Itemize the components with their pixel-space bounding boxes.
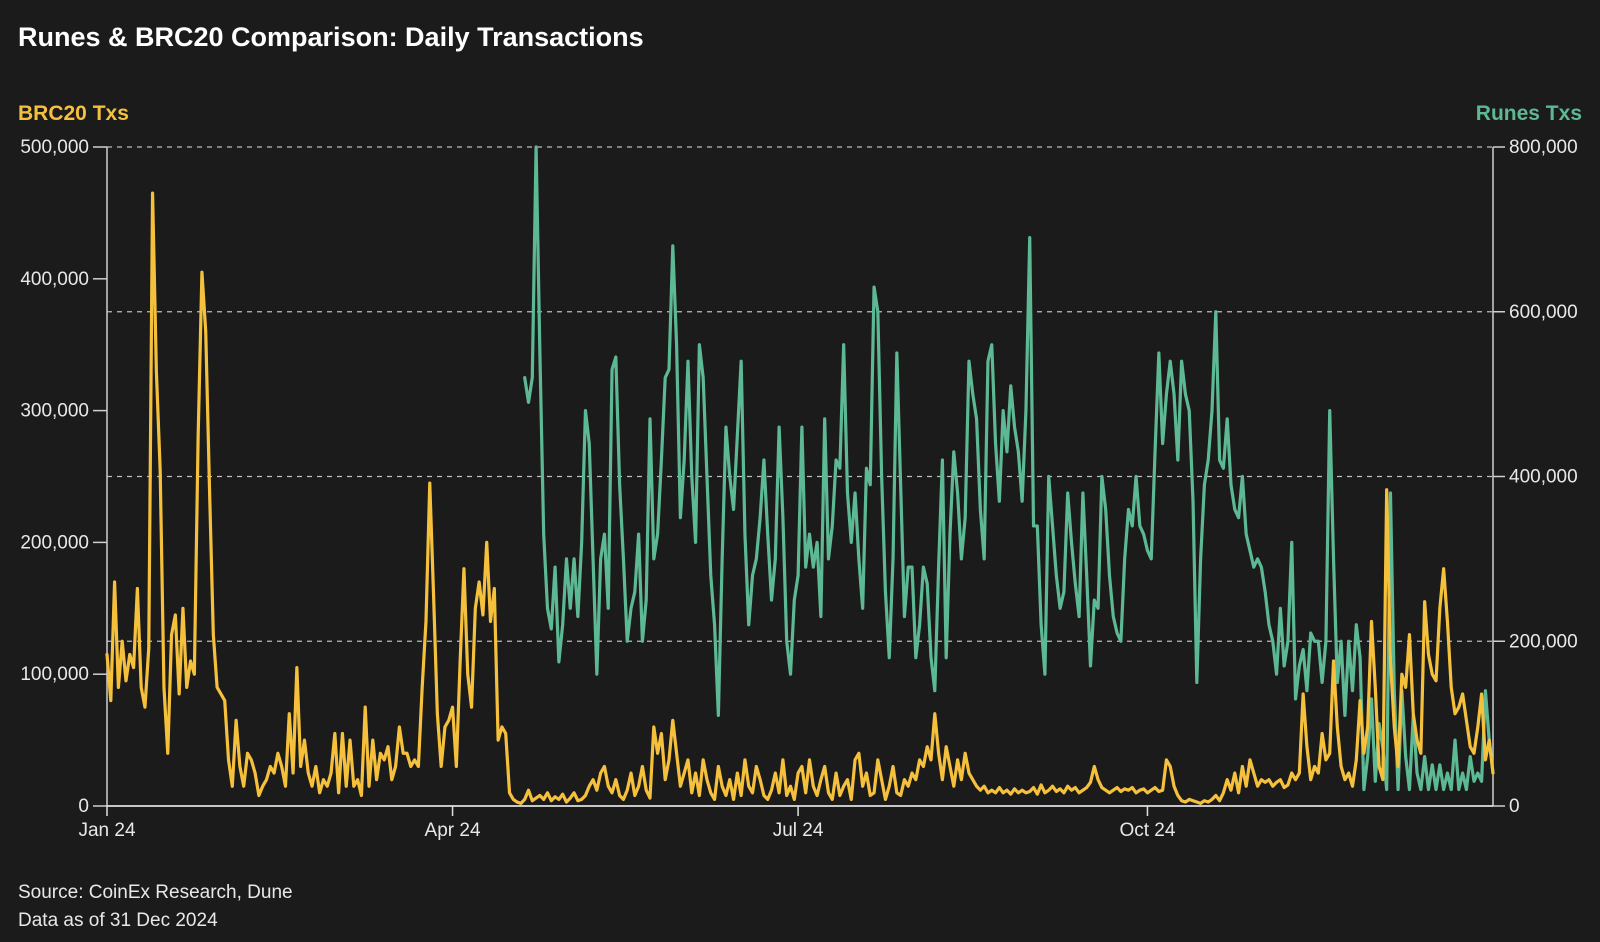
left-tick-label: 0 bbox=[78, 796, 89, 817]
right-axis-title: Runes Txs bbox=[1476, 102, 1582, 125]
right-tick-label: 0 bbox=[1509, 796, 1520, 817]
data-date-note: Data as of 31 Dec 2024 bbox=[18, 910, 218, 931]
left-axis-title: BRC20 Txs bbox=[18, 102, 129, 125]
right-tick-label: 200,000 bbox=[1509, 631, 1578, 652]
left-tick-label: 100,000 bbox=[20, 664, 89, 685]
right-tick-label: 400,000 bbox=[1509, 467, 1578, 488]
chart-title: Runes & BRC20 Comparison: Daily Transact… bbox=[18, 22, 644, 52]
left-tick-label: 200,000 bbox=[20, 532, 89, 553]
x-tick-label: Oct 24 bbox=[1119, 820, 1175, 841]
left-tick-label: 500,000 bbox=[20, 137, 89, 158]
brc20-line bbox=[105, 191, 1495, 805]
x-tick-label: Apr 24 bbox=[425, 820, 481, 841]
left-tick-label: 300,000 bbox=[20, 401, 89, 422]
right-tick-label: 800,000 bbox=[1509, 137, 1578, 158]
runes-line bbox=[523, 145, 1495, 792]
right-tick-label: 600,000 bbox=[1509, 302, 1578, 323]
axes: 0 100,000 200,000 300,000 400,000 500,000 0 200… bbox=[20, 137, 1577, 841]
source-note: Source: CoinEx Research, Dune bbox=[18, 882, 293, 903]
left-tick-label: 400,000 bbox=[20, 269, 89, 290]
x-tick-label: Jul 24 bbox=[773, 820, 824, 841]
series-lines bbox=[105, 145, 1495, 805]
x-tick-label: Jan 24 bbox=[78, 820, 135, 841]
